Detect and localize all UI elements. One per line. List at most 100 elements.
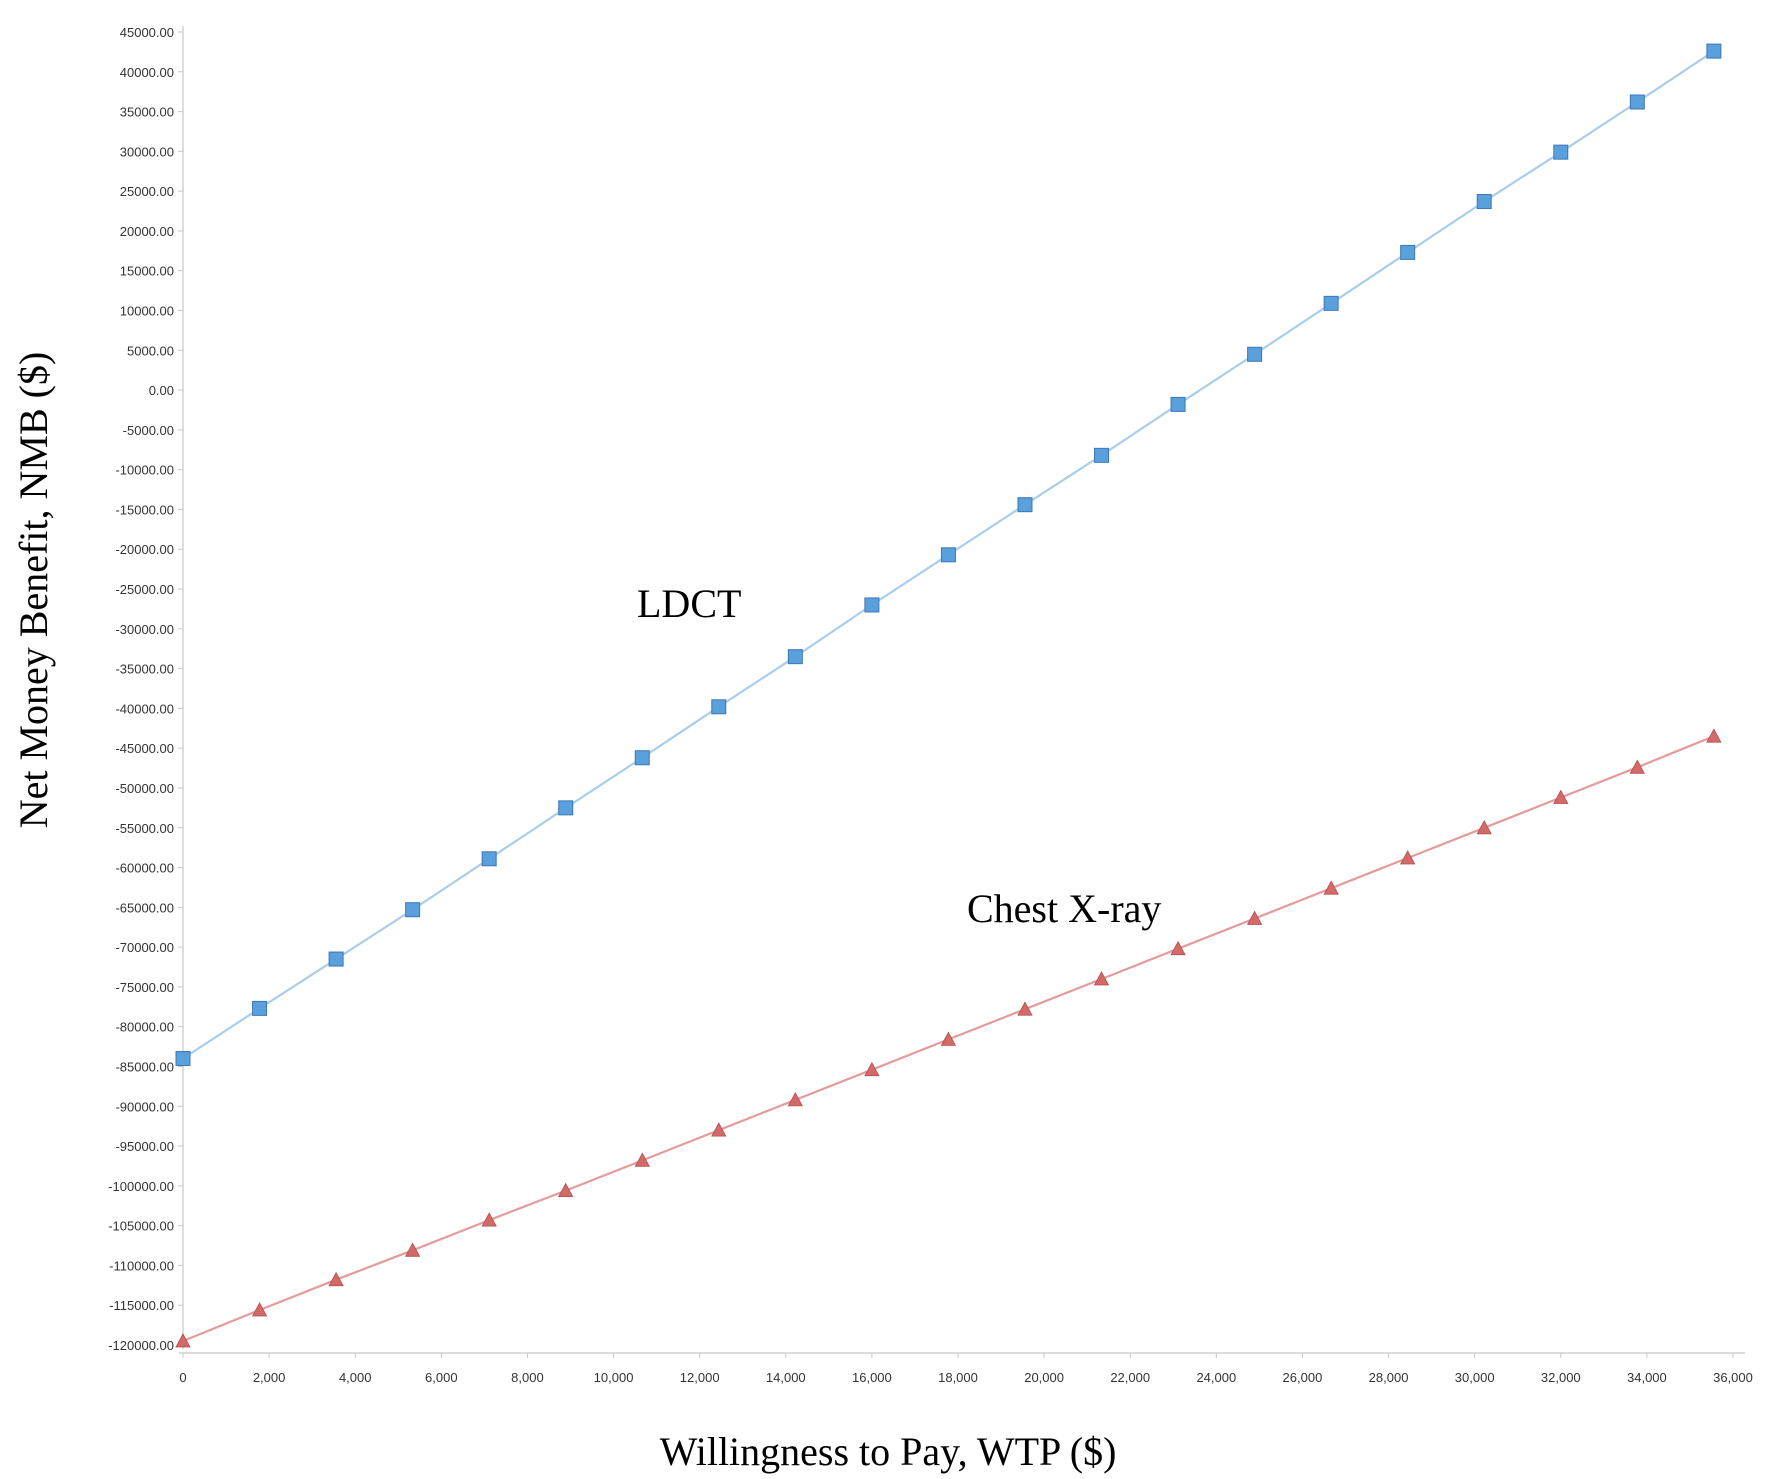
square-marker xyxy=(1017,497,1033,513)
x-tick-label: 34,000 xyxy=(1627,1370,1667,1385)
y-tick-label: 10000.00 xyxy=(120,304,174,319)
y-tick-label: 45000.00 xyxy=(120,25,174,40)
triangle-marker xyxy=(404,1242,421,1257)
square-marker xyxy=(1323,295,1339,311)
triangle-marker xyxy=(558,1182,574,1197)
y-tick-label: -120000.00 xyxy=(108,1338,174,1353)
series-chest-xray xyxy=(175,728,1722,1348)
square-marker xyxy=(864,597,880,613)
square-marker xyxy=(1476,193,1492,209)
y-tick-label: -115000.00 xyxy=(109,1298,174,1313)
triangle-marker xyxy=(175,1333,191,1348)
square-marker xyxy=(558,800,574,816)
triangle-marker xyxy=(1170,940,1186,956)
y-tick-label: -15000.00 xyxy=(115,502,174,517)
triangle-marker xyxy=(328,1271,344,1287)
y-axis-title: Net Money Benefit, NMB ($) xyxy=(11,352,56,829)
triangle-marker xyxy=(1400,850,1416,865)
square-marker xyxy=(1247,346,1263,362)
y-axis: 45000.00 40000.00 35000.00 30000.00 25000.00… xyxy=(108,25,184,1353)
x-tick-label: 22,000 xyxy=(1110,1370,1150,1385)
x-axis-title: Willingness to Pay, WTP ($) xyxy=(660,1429,1117,1474)
x-tick-label: 6,000 xyxy=(425,1370,458,1385)
y-tick-label: -20000.00 xyxy=(115,542,174,557)
x-axis: 0 2,000 4,000 6,000 8,000 10,000 12,000 14,000 1… xyxy=(179,1352,1753,1385)
x-tick-label: 18,000 xyxy=(938,1370,978,1385)
square-marker xyxy=(711,699,727,715)
y-tick-label: 20000.00 xyxy=(120,224,174,239)
x-tick-label: 20,000 xyxy=(1024,1370,1064,1385)
series-label-chest-xray: Chest X-ray xyxy=(967,886,1161,931)
triangle-marker xyxy=(1323,880,1339,895)
y-tick-label: -90000.00 xyxy=(115,1099,174,1114)
square-marker xyxy=(1629,94,1645,110)
y-tick-label: -40000.00 xyxy=(115,701,174,716)
square-marker xyxy=(1170,396,1186,412)
x-tick-label: 0 xyxy=(179,1370,186,1385)
y-tick-label: -50000.00 xyxy=(115,781,174,796)
square-marker xyxy=(1094,447,1110,463)
x-tick-label: 30,000 xyxy=(1455,1370,1495,1385)
square-marker xyxy=(1553,144,1569,160)
x-tick-label: 4,000 xyxy=(339,1370,372,1385)
triangle-marker xyxy=(1629,759,1645,774)
triangle-marker xyxy=(787,1092,803,1107)
y-tick-label: 5000.00 xyxy=(127,343,174,358)
square-marker xyxy=(328,951,344,967)
plot-area xyxy=(175,43,1722,1348)
y-tick-label: 0.00 xyxy=(149,383,174,398)
x-tick-label: 12,000 xyxy=(680,1370,720,1385)
y-tick-label: -95000.00 xyxy=(115,1139,174,1154)
x-tick-label: 14,000 xyxy=(766,1370,806,1385)
y-tick-label: -35000.00 xyxy=(115,662,174,677)
square-marker xyxy=(1400,244,1416,260)
square-marker xyxy=(634,750,650,766)
y-tick-label: 40000.00 xyxy=(120,65,174,80)
y-tick-label: -70000.00 xyxy=(115,940,174,955)
y-tick-label: -80000.00 xyxy=(115,1020,174,1035)
y-tick-label: -5000.00 xyxy=(123,423,174,438)
x-tick-label: 28,000 xyxy=(1369,1370,1409,1385)
y-tick-label: -110000.00 xyxy=(109,1258,174,1273)
y-tick-label: -10000.00 xyxy=(115,463,174,478)
y-tick-label: -105000.00 xyxy=(108,1219,174,1234)
y-tick-label: -25000.00 xyxy=(115,582,174,597)
y-tick-label: -30000.00 xyxy=(115,622,174,637)
x-tick-label: 16,000 xyxy=(852,1370,892,1385)
triangle-marker xyxy=(481,1212,497,1227)
square-marker xyxy=(1706,43,1722,59)
triangle-marker xyxy=(864,1061,880,1077)
x-tick-label: 32,000 xyxy=(1541,1370,1581,1385)
y-tick-label: -100000.00 xyxy=(108,1179,174,1194)
y-tick-label: 15000.00 xyxy=(120,264,174,279)
y-tick-label: -45000.00 xyxy=(115,741,174,756)
triangle-marker xyxy=(1476,819,1492,835)
x-tick-label: 10,000 xyxy=(594,1370,634,1385)
triangle-marker xyxy=(940,1031,957,1046)
y-tick-label: -65000.00 xyxy=(115,900,174,915)
y-tick-label: 25000.00 xyxy=(120,184,174,199)
triangle-marker xyxy=(1553,789,1569,804)
triangle-marker xyxy=(1017,1001,1033,1016)
x-tick-label: 24,000 xyxy=(1196,1370,1236,1385)
square-marker xyxy=(787,649,803,665)
y-tick-label: -85000.00 xyxy=(115,1059,174,1074)
y-tick-label: 35000.00 xyxy=(120,105,174,120)
triangle-marker xyxy=(1246,910,1263,925)
x-tick-label: 8,000 xyxy=(511,1370,544,1385)
x-tick-label: 26,000 xyxy=(1283,1370,1323,1385)
triangle-marker xyxy=(711,1122,727,1137)
y-tick-label: -60000.00 xyxy=(115,861,174,876)
y-tick-label: -75000.00 xyxy=(115,980,174,995)
square-marker xyxy=(405,902,421,918)
square-marker xyxy=(252,1000,268,1016)
triangle-marker xyxy=(251,1302,268,1317)
square-marker xyxy=(175,1051,191,1067)
y-tick-label: 30000.00 xyxy=(120,144,174,159)
y-tick-label: -55000.00 xyxy=(115,821,174,836)
triangle-marker xyxy=(1093,971,1110,986)
square-marker xyxy=(940,547,956,563)
series-ldct xyxy=(175,43,1722,1067)
x-tick-label: 36,000 xyxy=(1713,1370,1753,1385)
